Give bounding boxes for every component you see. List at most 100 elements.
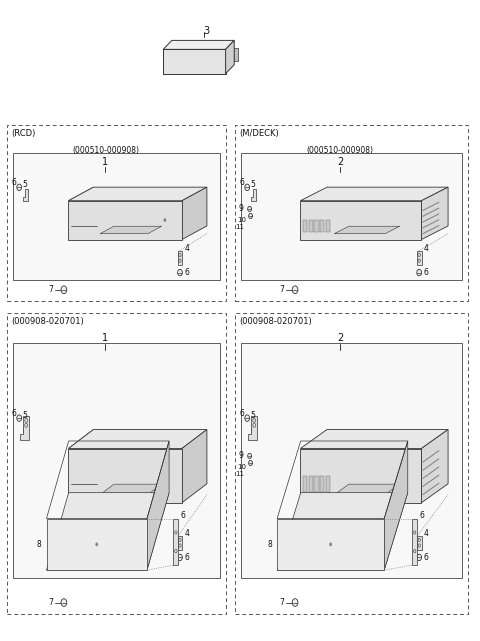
Text: 7: 7 — [48, 598, 53, 607]
Text: 9: 9 — [239, 204, 244, 213]
Circle shape — [164, 474, 167, 478]
Polygon shape — [182, 429, 207, 503]
Text: (M/DECK): (M/DECK) — [239, 129, 279, 138]
Circle shape — [417, 554, 421, 561]
Text: 6: 6 — [180, 511, 186, 520]
Text: 10: 10 — [237, 465, 246, 470]
Polygon shape — [248, 415, 257, 440]
Polygon shape — [421, 429, 448, 503]
Text: 6: 6 — [240, 178, 244, 187]
Text: 6: 6 — [185, 553, 190, 562]
Text: 6: 6 — [12, 178, 16, 187]
Bar — [235, 313, 468, 614]
Polygon shape — [251, 419, 256, 432]
Bar — [234, 47, 238, 61]
Bar — [309, 476, 313, 492]
Polygon shape — [23, 419, 28, 432]
Bar — [241, 153, 462, 280]
Polygon shape — [277, 493, 408, 570]
Bar — [417, 251, 421, 265]
Bar — [303, 476, 307, 492]
Text: (000908-020701): (000908-020701) — [11, 317, 84, 326]
Text: 8: 8 — [267, 540, 272, 549]
Text: 5: 5 — [22, 411, 27, 420]
Circle shape — [17, 415, 22, 421]
Circle shape — [178, 554, 182, 561]
Circle shape — [96, 542, 98, 546]
Circle shape — [248, 453, 252, 458]
Polygon shape — [47, 493, 169, 570]
Text: 2: 2 — [337, 157, 343, 167]
Polygon shape — [100, 226, 162, 234]
Text: 6: 6 — [12, 408, 16, 417]
Circle shape — [249, 213, 252, 219]
Text: 10: 10 — [237, 217, 246, 224]
Bar — [320, 476, 324, 492]
Text: 11: 11 — [235, 224, 244, 230]
Circle shape — [292, 599, 298, 606]
Polygon shape — [68, 429, 207, 449]
Bar — [178, 536, 182, 550]
Text: (RCD): (RCD) — [11, 129, 36, 138]
Circle shape — [249, 460, 252, 465]
Polygon shape — [163, 40, 234, 49]
Polygon shape — [334, 484, 400, 495]
Bar — [241, 343, 462, 578]
Polygon shape — [23, 188, 28, 201]
Text: 9: 9 — [239, 451, 244, 460]
Circle shape — [164, 218, 167, 222]
Bar — [314, 476, 319, 492]
Circle shape — [417, 269, 421, 276]
Circle shape — [61, 599, 67, 606]
Bar — [7, 125, 226, 301]
Bar — [13, 343, 220, 578]
Circle shape — [61, 286, 67, 294]
Text: 5: 5 — [250, 180, 255, 189]
Text: 7: 7 — [279, 598, 284, 607]
Polygon shape — [300, 187, 448, 201]
Polygon shape — [182, 187, 207, 240]
Polygon shape — [147, 441, 169, 570]
Polygon shape — [226, 40, 234, 74]
Polygon shape — [68, 201, 182, 240]
Text: 5: 5 — [250, 411, 255, 420]
Bar — [173, 519, 178, 565]
Bar — [320, 220, 324, 232]
Circle shape — [248, 206, 252, 212]
Text: 6: 6 — [424, 268, 429, 277]
Bar — [309, 220, 313, 232]
Text: 7: 7 — [279, 285, 284, 294]
Text: 4: 4 — [424, 529, 429, 538]
Polygon shape — [421, 187, 448, 240]
Circle shape — [245, 415, 250, 421]
Polygon shape — [251, 188, 256, 201]
Text: 3: 3 — [203, 26, 209, 36]
Text: 11: 11 — [235, 471, 244, 477]
Polygon shape — [384, 441, 408, 570]
Bar — [13, 153, 220, 280]
Polygon shape — [334, 226, 400, 234]
Text: 6: 6 — [420, 511, 424, 520]
Text: 2: 2 — [337, 333, 343, 344]
Polygon shape — [300, 449, 421, 503]
Bar — [303, 220, 307, 232]
Text: 4: 4 — [424, 244, 429, 253]
Text: 6: 6 — [240, 408, 244, 417]
Text: 6: 6 — [424, 553, 429, 562]
Bar — [178, 251, 182, 265]
Polygon shape — [277, 519, 384, 570]
Polygon shape — [100, 484, 162, 495]
Text: 8: 8 — [37, 540, 42, 549]
Circle shape — [17, 184, 22, 190]
Polygon shape — [47, 519, 147, 570]
Polygon shape — [20, 415, 29, 440]
Text: 4: 4 — [185, 529, 190, 538]
Bar — [412, 519, 417, 565]
Text: 1: 1 — [102, 157, 108, 167]
Text: (000908-020701): (000908-020701) — [239, 317, 312, 326]
Bar — [326, 476, 330, 492]
Circle shape — [178, 269, 182, 276]
Polygon shape — [300, 429, 448, 449]
Circle shape — [245, 184, 250, 190]
Circle shape — [329, 542, 332, 546]
